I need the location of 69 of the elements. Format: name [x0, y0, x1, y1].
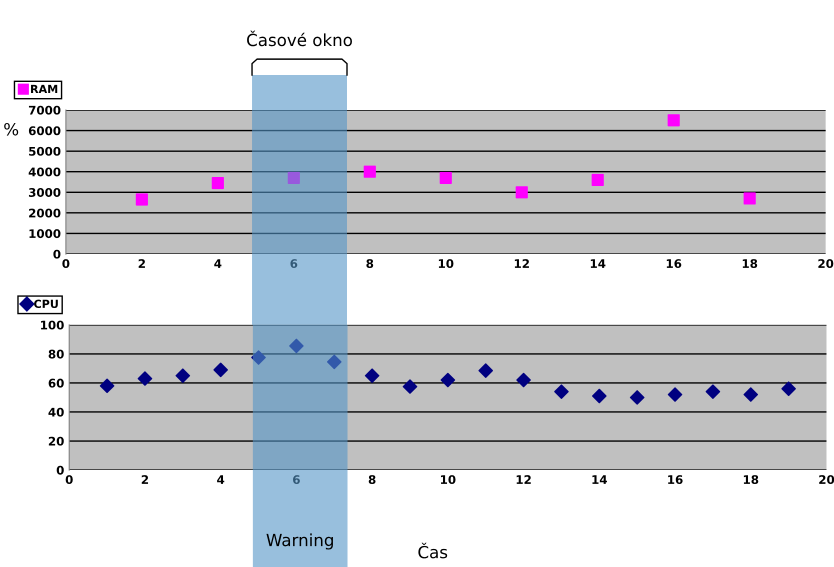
legend-label: CPU: [34, 300, 58, 308]
y-tick-label: 40: [48, 408, 64, 417]
point: [326, 354, 342, 370]
y-tick-label: 7000: [28, 106, 60, 115]
point: [251, 350, 266, 365]
y-tick-label: 5000: [29, 146, 60, 156]
y-tick-label: 80: [48, 350, 64, 359]
x-tick-label: 2: [142, 475, 148, 484]
x-tick-label: 20: [818, 259, 834, 268]
x-tick-label: 10: [438, 259, 454, 268]
x-tick-label: 20: [819, 475, 834, 484]
y-tick-label: 20: [48, 436, 64, 446]
y-tick-label: 60: [48, 378, 64, 388]
x-tick-label: 4: [217, 475, 224, 484]
point: [592, 388, 607, 404]
point: [176, 368, 190, 383]
x-tick-label: 12: [514, 259, 529, 268]
x-tick-label: 0: [66, 475, 73, 484]
point: [630, 390, 644, 405]
x-axis-title: Čas: [418, 542, 448, 558]
x-tick-label: 10: [440, 475, 456, 484]
x-tick-label: 14: [592, 475, 607, 484]
y-tick-label: 3000: [28, 188, 60, 197]
point: [213, 362, 228, 378]
y-tick-label: 2000: [29, 208, 60, 218]
x-tick-label: 16: [668, 475, 683, 484]
x-tick-label: 18: [744, 475, 758, 484]
point: [668, 387, 682, 402]
point: [364, 368, 380, 383]
point: [554, 384, 569, 399]
y-axis-title: %: [4, 122, 18, 136]
x-tick-label: 6: [290, 259, 298, 268]
point: [516, 372, 531, 388]
point: [516, 186, 528, 198]
y-tick-label: 4000: [28, 167, 60, 176]
point: [478, 363, 494, 378]
x-tick-label: 2: [138, 259, 145, 268]
x-tick-label: 6: [293, 475, 300, 484]
point: [743, 387, 758, 402]
x-tick-label: 14: [590, 259, 606, 268]
y-tick-label: 100: [41, 320, 64, 330]
point: [668, 114, 680, 126]
point: [781, 381, 796, 396]
x-tick-label: 8: [368, 475, 376, 484]
point: [744, 192, 756, 205]
legend-label: RAM: [31, 84, 58, 94]
point: [440, 372, 456, 388]
y-tick-label: 1000: [30, 229, 60, 238]
point: [440, 172, 452, 184]
text: Časové okno: [247, 30, 352, 46]
y-tick-label: 0: [53, 250, 60, 259]
x-tick-label: 16: [666, 259, 682, 268]
point: [136, 193, 148, 206]
point: [212, 176, 224, 190]
point: [138, 371, 152, 386]
point: [288, 172, 300, 184]
x-tick-label: 18: [742, 259, 758, 268]
text: Warning: [266, 533, 333, 550]
x-tick-label: 4: [214, 259, 222, 268]
point: [706, 384, 720, 399]
point: [289, 338, 304, 354]
x-tick-label: 12: [516, 475, 531, 484]
y-tick-label: 6000: [28, 126, 60, 136]
y-tick-label: 0: [56, 466, 64, 475]
point: [364, 166, 376, 178]
x-tick-label: 8: [366, 259, 374, 268]
point: [402, 379, 418, 394]
point: [592, 174, 604, 186]
point: [100, 378, 114, 394]
